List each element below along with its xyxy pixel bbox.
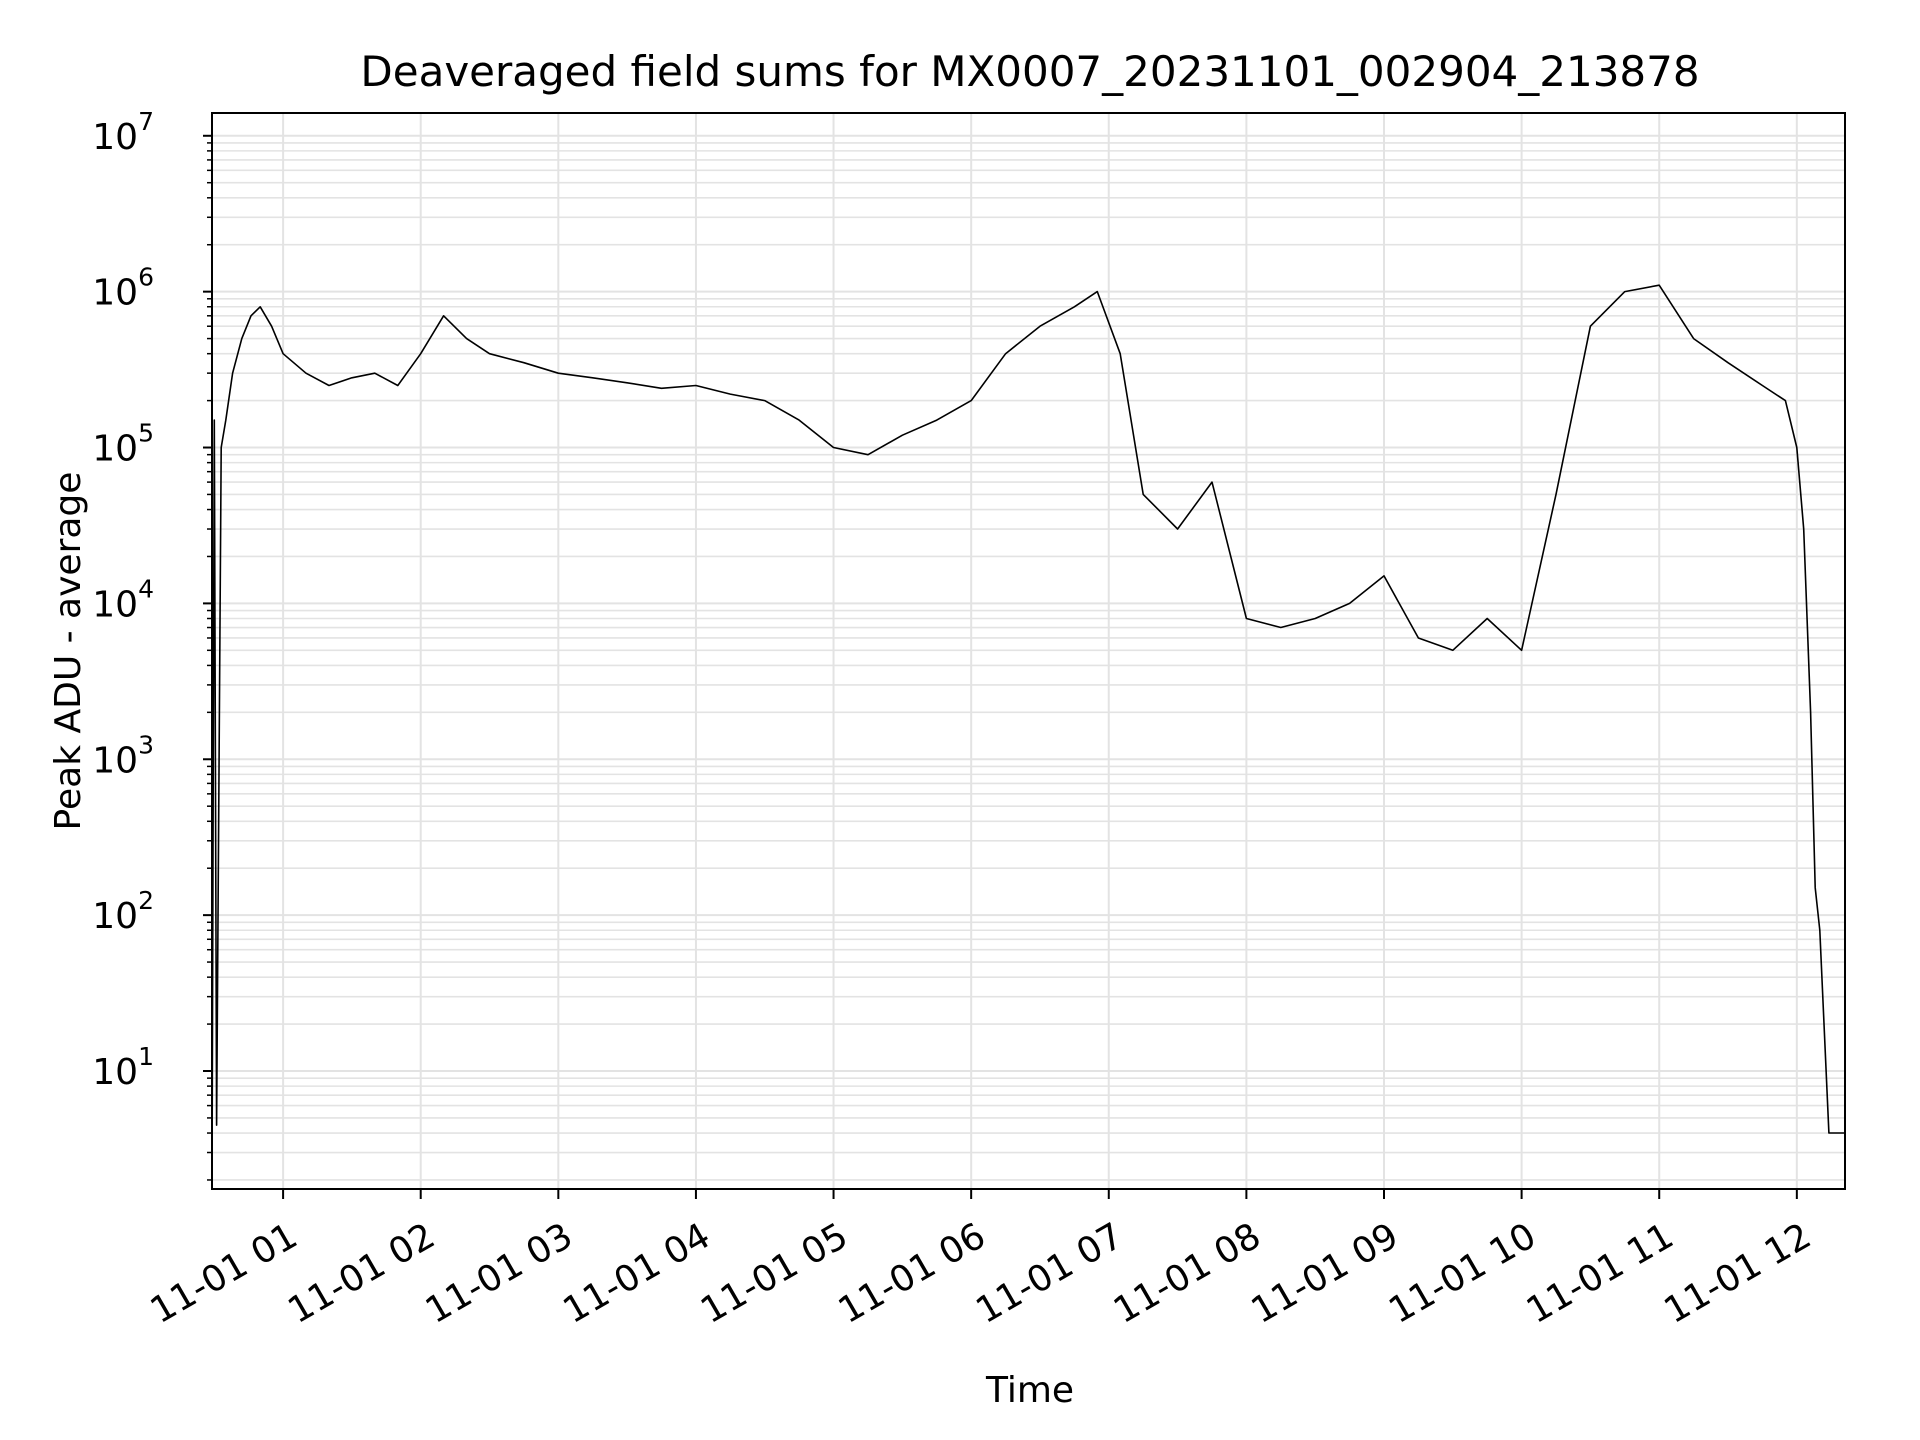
plot-area bbox=[211, 284, 1845, 1188]
y-axis-label: Peak ADU - average bbox=[48, 472, 89, 831]
x-axis-label: Time bbox=[985, 1370, 1074, 1411]
series-line bbox=[211, 284, 1845, 1188]
chart-title: Deaveraged field sums for MX0007_2023110… bbox=[360, 47, 1699, 96]
grid bbox=[212, 113, 1845, 1189]
